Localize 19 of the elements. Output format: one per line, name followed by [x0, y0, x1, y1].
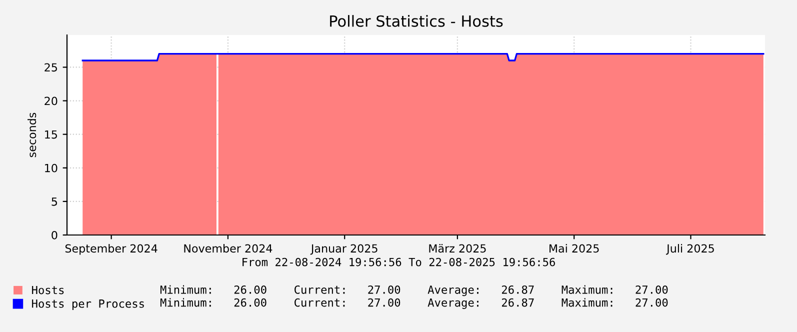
x-tick-label: September 2024 — [65, 244, 158, 255]
chart-title: Poller Statistics - Hosts — [330, 15, 503, 27]
x-tick-label: März 2025 — [429, 244, 486, 253]
x-tick-label: Januar 2025 — [310, 244, 378, 255]
y-tick-label: 0 — [52, 230, 58, 240]
y-tick-label: 15 — [45, 130, 57, 139]
text: From 22-08-2024 19:56:56 To 22-08-2025 19:56:56 — [242, 258, 555, 266]
legend-label: Hosts per Process — [32, 300, 144, 310]
x-tick-label: Mai 2025 — [550, 244, 599, 253]
y-axis-title: seconds — [28, 112, 36, 158]
text: Minimum: 26.00 Current: 27.00 Average: 26.87 Maximum: 27.00 — [160, 298, 668, 309]
legend-label: Hosts — [32, 286, 64, 294]
y-tick-label: 25 — [44, 63, 57, 72]
y-tick-label: 20 — [44, 96, 58, 106]
x-tick-label: November 2024 — [184, 244, 272, 253]
y-tick-label: 10 — [45, 164, 58, 172]
x-tick-label: Juli 2025 — [666, 244, 714, 255]
text: Minimum: 26.00 Current: 27.00 Average: 26.87 Maximum: 27.00 — [160, 285, 668, 296]
y-tick-label: 5 — [52, 198, 57, 206]
